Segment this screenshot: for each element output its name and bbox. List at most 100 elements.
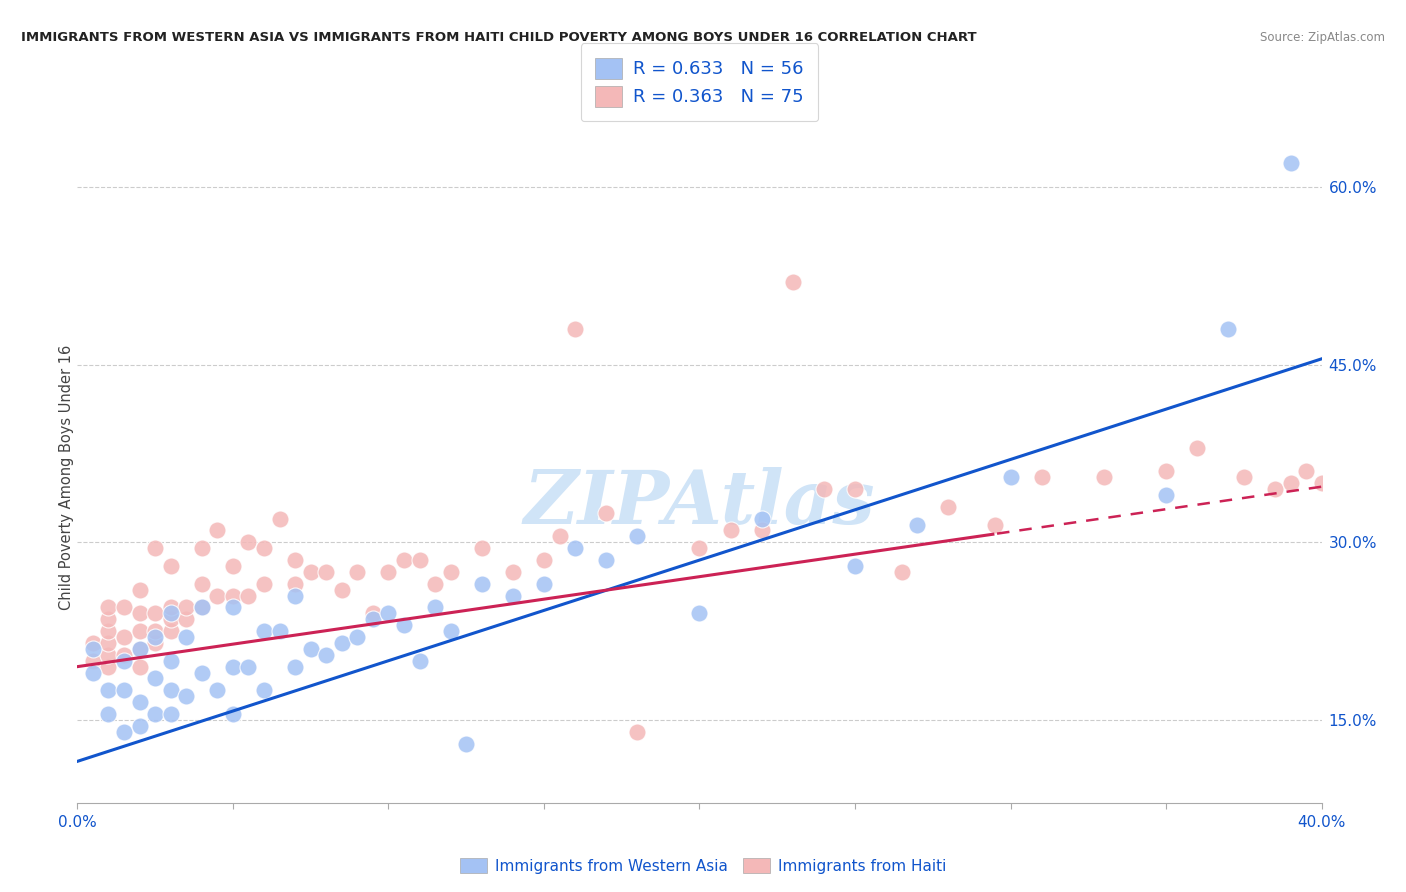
Point [128,607,150,621]
Point [207,589,229,603]
Point [159,612,181,626]
Point [174,612,197,626]
Point [112,648,135,662]
Point [82,636,104,650]
Point [112,630,135,644]
Point [159,654,181,668]
Point [1279,156,1302,170]
Point [377,607,399,621]
Point [1154,488,1177,502]
Point [143,624,166,639]
Point [97,600,120,615]
Point [361,607,384,621]
Point [751,511,773,525]
Point [1264,482,1286,496]
Point [222,559,245,574]
Point [1233,470,1256,484]
Point [191,600,214,615]
Point [626,529,648,543]
Point [143,672,166,686]
Point [238,659,260,673]
Point [82,641,104,656]
Point [423,600,446,615]
Point [502,565,524,579]
Point [128,719,150,733]
Legend: R = 0.633   N = 56, R = 0.363   N = 75: R = 0.633 N = 56, R = 0.363 N = 75 [581,44,818,121]
Point [128,624,150,639]
Point [533,553,555,567]
Point [222,706,245,721]
Point [269,624,291,639]
Point [392,618,415,632]
Point [253,683,276,698]
Point [253,624,276,639]
Point [159,559,181,574]
Point [471,576,494,591]
Point [128,641,150,656]
Point [502,589,524,603]
Point [408,553,430,567]
Point [595,553,617,567]
Point [174,690,197,704]
Point [112,724,135,739]
Point [315,565,337,579]
Point [97,683,120,698]
Point [1092,470,1115,484]
Point [222,589,245,603]
Point [890,565,912,579]
Point [844,559,866,574]
Point [1031,470,1053,484]
Point [159,607,181,621]
Point [112,683,135,698]
Point [284,659,307,673]
Point [299,565,322,579]
Point [595,506,617,520]
Point [97,648,120,662]
Point [159,683,181,698]
Point [1154,464,1177,478]
Point [128,695,150,709]
Point [440,565,463,579]
Point [1279,476,1302,491]
Point [1295,464,1317,478]
Point [191,600,214,615]
Point [207,683,229,698]
Point [82,665,104,680]
Point [377,565,399,579]
Point [222,600,245,615]
Point [97,659,120,673]
Point [330,636,353,650]
Point [159,600,181,615]
Point [456,737,478,751]
Point [361,612,384,626]
Point [222,659,245,673]
Point [984,517,1007,532]
Text: IMMIGRANTS FROM WESTERN ASIA VS IMMIGRANTS FROM HAITI CHILD POVERTY AMONG BOYS U: IMMIGRANTS FROM WESTERN ASIA VS IMMIGRAN… [21,31,977,45]
Point [346,565,368,579]
Text: ZIPAtlas: ZIPAtlas [523,467,876,540]
Point [299,641,322,656]
Point [112,654,135,668]
Point [284,553,307,567]
Point [128,641,150,656]
Point [564,541,586,556]
Point [143,636,166,650]
Point [938,500,960,514]
Point [392,553,415,567]
Point [564,322,586,336]
Point [689,607,711,621]
Point [284,576,307,591]
Point [174,630,197,644]
Point [112,600,135,615]
Point [813,482,835,496]
Point [97,612,120,626]
Point [82,654,104,668]
Point [626,724,648,739]
Legend: Immigrants from Western Asia, Immigrants from Haiti: Immigrants from Western Asia, Immigrants… [454,852,952,880]
Point [191,665,214,680]
Point [143,706,166,721]
Point [128,659,150,673]
Point [191,576,214,591]
Point [471,541,494,556]
Point [207,524,229,538]
